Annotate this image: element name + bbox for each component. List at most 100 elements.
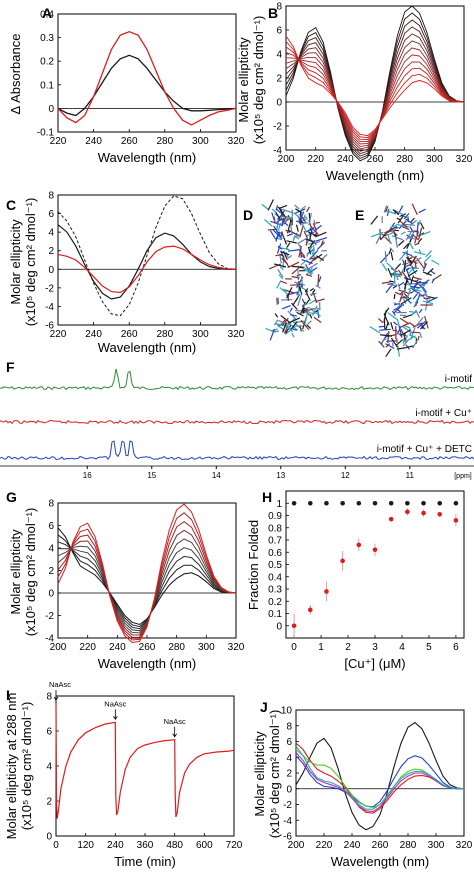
x-tick-label: 280	[400, 840, 417, 851]
bond-stick	[409, 226, 415, 234]
y-tick-label: 4	[276, 50, 282, 61]
x-tick-label: 260	[139, 642, 156, 653]
bond-stick	[391, 235, 404, 241]
x-tick-label: 0	[53, 840, 59, 851]
bond-stick	[408, 322, 417, 328]
y-tick-label: 4	[286, 753, 292, 764]
bond-stick	[274, 313, 279, 318]
x-tick-label: 220	[50, 329, 67, 340]
panel-a-chart: 220 240 260 280 300 320 -0.1 0 0.1 0.2 0.3 0.4	[37, 10, 245, 148]
x-axis-title: Time (min)	[114, 854, 176, 869]
bond-stick	[274, 211, 281, 220]
bond-stick	[290, 223, 293, 234]
series-line	[57, 534, 237, 628]
bond-stick	[292, 328, 297, 331]
bond-stick	[400, 329, 407, 341]
y-tick-label: -6	[283, 832, 292, 843]
x-tick-label: 220	[79, 642, 96, 653]
series-line	[285, 51, 465, 143]
bond-stick	[301, 303, 308, 307]
naasc-annotation: NaAsc	[49, 680, 71, 689]
bond-stick	[378, 340, 385, 348]
x-tick-label: 260	[121, 329, 138, 340]
bond-stick	[410, 217, 415, 223]
x-tick-label: 4	[399, 642, 405, 653]
bond-stick	[281, 231, 285, 239]
panel-j-chart: 200 220 240 260 280 300 320 -6 -4 -2 0 2 4 6 8 10	[281, 706, 473, 852]
bond-stick	[265, 327, 274, 333]
panel-letter-e: E	[355, 207, 364, 223]
bond-stick	[311, 309, 321, 317]
x-tick-label: 200	[288, 840, 305, 851]
bond-stick	[399, 314, 406, 317]
y-tick-label: 0.9	[268, 511, 282, 522]
data-point	[307, 500, 313, 506]
series-line	[285, 26, 465, 155]
bond-stick	[408, 236, 416, 240]
bond-stick	[405, 263, 412, 267]
bond-stick	[384, 226, 396, 234]
bond-stick	[273, 216, 276, 224]
y-tick-label: 4	[46, 762, 52, 773]
x-tick-label: 0	[291, 642, 297, 653]
y-tick-label: -4	[45, 634, 54, 645]
bond-stick	[402, 314, 413, 319]
bond-stick	[298, 285, 307, 291]
y-tick-label: 0.7	[268, 536, 282, 547]
bond-stick	[286, 240, 297, 244]
bond-stick	[293, 212, 300, 218]
event-arrow	[53, 690, 59, 701]
bond-stick	[277, 222, 282, 231]
bond-stick	[392, 226, 399, 231]
bond-stick	[409, 259, 418, 264]
bond-stick	[297, 243, 302, 249]
bond-stick	[284, 326, 295, 335]
y-tick-label: 6	[276, 26, 282, 37]
bond-stick	[392, 342, 394, 347]
bond-stick	[279, 210, 285, 218]
bond-stick	[295, 224, 299, 232]
bond-stick	[419, 332, 423, 339]
bond-stick	[393, 209, 405, 216]
x-tick-label: 300	[428, 840, 445, 851]
series-line	[55, 702, 235, 819]
bond-stick	[282, 260, 285, 269]
bond-stick	[315, 255, 325, 262]
bond-stick	[288, 325, 294, 333]
bond-stick	[391, 310, 396, 316]
bond-stick	[403, 280, 409, 286]
bond-stick	[381, 281, 392, 284]
bond-stick	[407, 268, 414, 274]
bond-stick	[396, 304, 401, 309]
bond-stick	[282, 216, 293, 225]
bond-stick	[404, 223, 416, 226]
bond-stick	[402, 226, 410, 231]
bond-stick	[383, 205, 388, 213]
x-tick-label: 320	[228, 642, 245, 653]
bond-stick	[394, 263, 402, 270]
series-line	[295, 748, 464, 809]
bond-stick	[387, 282, 393, 286]
bond-stick	[279, 255, 282, 264]
data-point	[356, 500, 362, 506]
panel-letter-b: B	[268, 5, 278, 21]
bond-stick	[405, 268, 412, 281]
bond-stick	[397, 319, 400, 326]
series-line	[295, 721, 465, 831]
bond-stick	[413, 251, 426, 256]
bond-stick	[301, 298, 305, 303]
bond-stick	[277, 245, 283, 250]
y-tick-label: 0.8	[268, 523, 282, 534]
bond-stick	[281, 216, 287, 224]
y-axis-title: (x10⁵ deg cm² dmol⁻¹)	[23, 198, 38, 327]
bond-stick	[305, 273, 313, 277]
data-point	[421, 510, 426, 516]
x-tick-label: 5	[426, 642, 432, 653]
bond-stick	[307, 246, 312, 255]
bond-stick	[417, 291, 429, 302]
bond-stick	[401, 325, 414, 334]
x-tick-label: 220	[50, 136, 67, 147]
bond-stick	[430, 270, 436, 275]
bond-stick	[394, 291, 402, 296]
bond-stick	[280, 251, 290, 256]
